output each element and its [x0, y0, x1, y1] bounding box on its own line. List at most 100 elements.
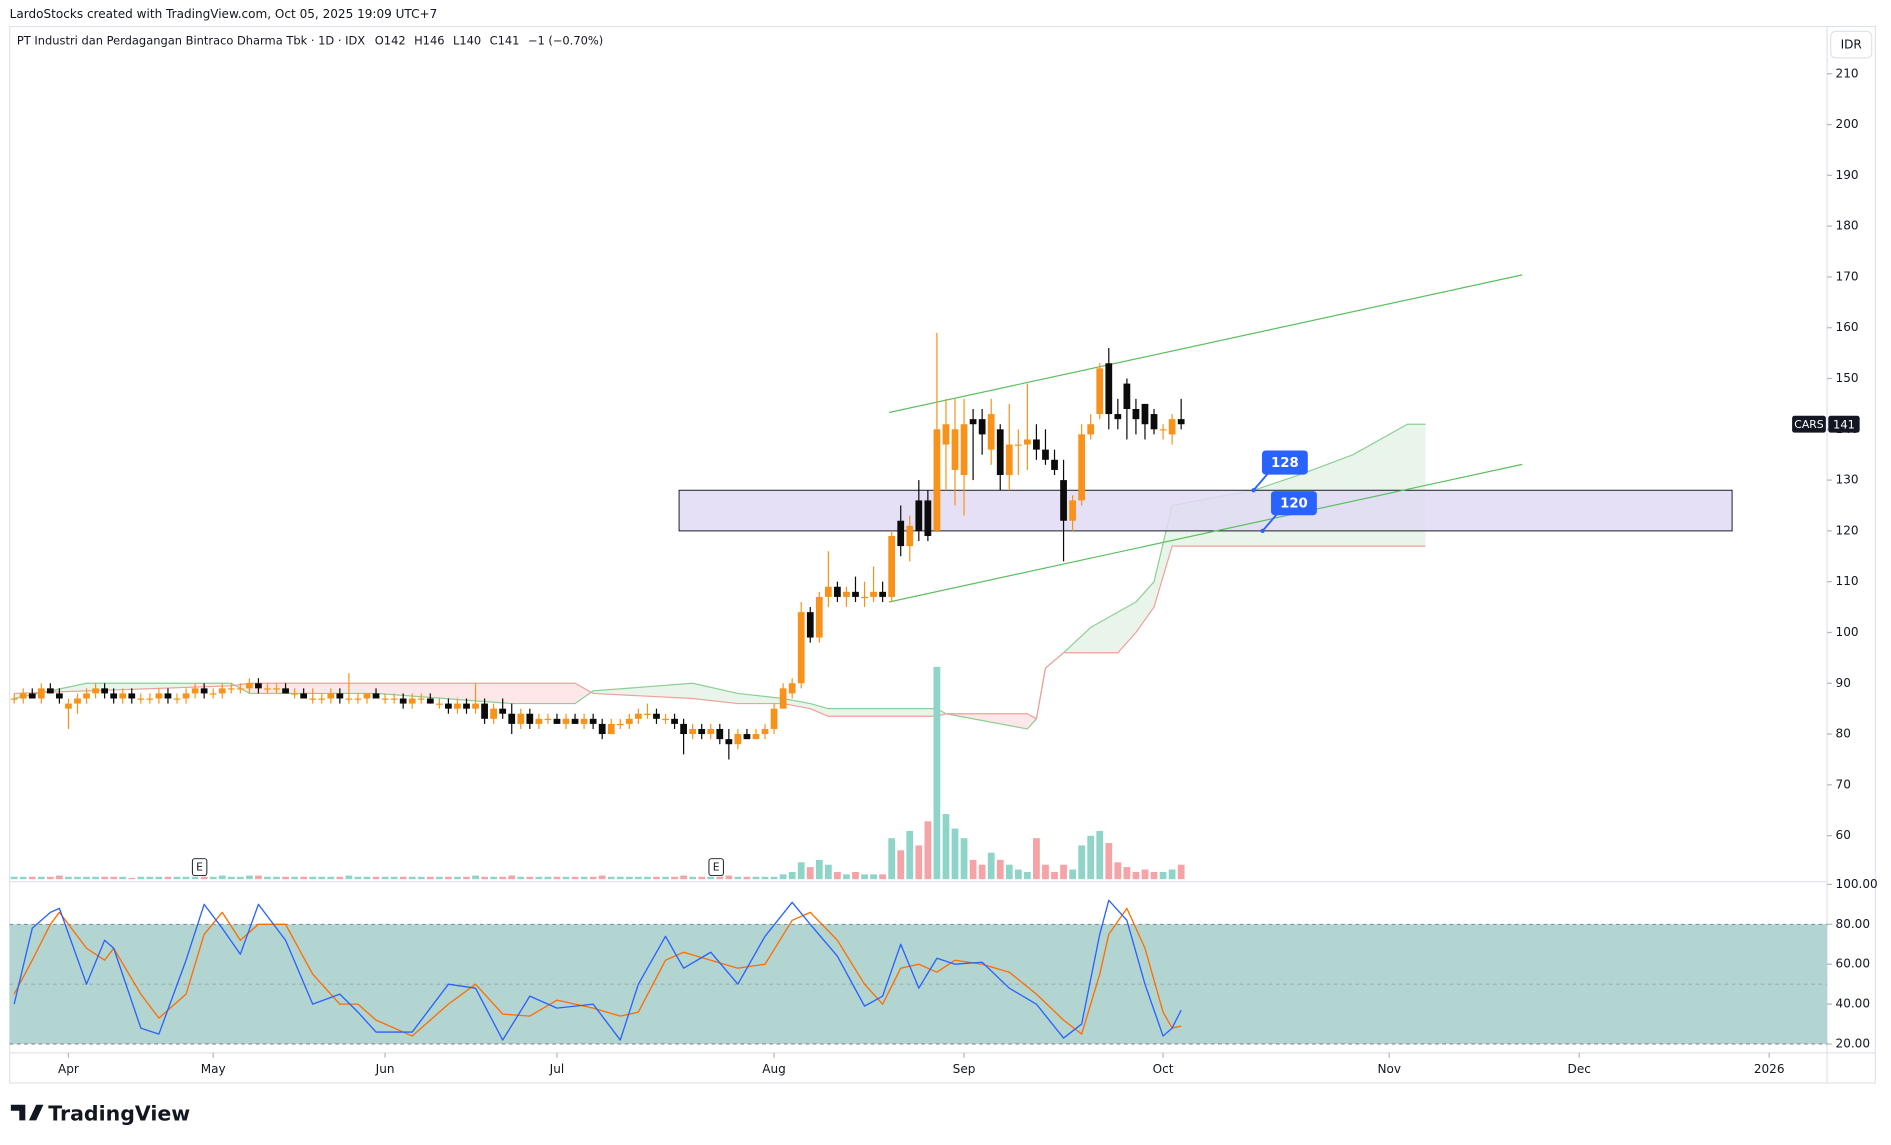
- candle-body: [372, 693, 380, 699]
- volume-bar: [1096, 830, 1104, 880]
- candle-body: [1078, 434, 1086, 501]
- volume-bar: [1177, 864, 1185, 880]
- candle-body: [83, 693, 90, 699]
- volume-bar: [607, 876, 615, 880]
- candle-body: [56, 693, 63, 699]
- note-anchor: [1260, 528, 1265, 534]
- volume-bar: [689, 876, 697, 880]
- volume-bar: [716, 876, 724, 880]
- cloud-fill: [692, 683, 738, 704]
- volume-bar: [1114, 862, 1122, 880]
- candle-body: [1069, 500, 1076, 521]
- volume-bar: [544, 876, 552, 880]
- earnings-label: E: [196, 861, 203, 874]
- candle-body: [309, 698, 317, 700]
- volume-bar: [155, 876, 163, 880]
- volume-bar: [381, 876, 389, 880]
- candle-body: [508, 713, 516, 724]
- volume-bar: [915, 845, 923, 880]
- candle-body: [996, 429, 1004, 476]
- volume-bar: [589, 876, 597, 880]
- volume-bar: [255, 875, 262, 880]
- candle-body: [698, 728, 706, 735]
- candle-body: [969, 419, 977, 425]
- cloud-fill: [1090, 612, 1118, 653]
- volume-bar: [92, 876, 99, 880]
- earnings-marker: [708, 858, 724, 877]
- currency-button[interactable]: [1830, 30, 1873, 59]
- volume-bar: [128, 877, 136, 880]
- volume-bar: [372, 876, 380, 880]
- candle-body: [1042, 449, 1049, 460]
- candle-body: [815, 596, 823, 638]
- candle-body: [1087, 424, 1095, 435]
- currency[interactable]: IDR: [1841, 38, 1863, 52]
- volume-bar: [1105, 843, 1113, 880]
- note-box: [1261, 450, 1308, 475]
- volume-bar: [454, 876, 461, 880]
- candle-body: [1114, 414, 1122, 420]
- candle-body: [625, 718, 633, 724]
- x-tick-label: Aug: [762, 1062, 786, 1076]
- y-tick-label: 80: [1836, 727, 1851, 741]
- cloud-fill: [376, 683, 512, 704]
- volume-bar: [146, 876, 154, 880]
- candle-body: [218, 688, 226, 694]
- volume-bar: [1005, 864, 1013, 880]
- note-pointer: [1261, 513, 1278, 532]
- volume-bar: [191, 876, 199, 880]
- y-tick-label: 110: [1836, 574, 1859, 588]
- candle-body: [743, 734, 751, 740]
- volume-bar: [843, 874, 850, 880]
- candle-body: [246, 683, 253, 689]
- volume-bar: [1078, 845, 1086, 880]
- volume-bar: [481, 876, 488, 880]
- volume-bar: [897, 850, 905, 880]
- volume-bar: [246, 875, 253, 880]
- volume-bar: [1042, 864, 1049, 880]
- volume-bar: [1051, 871, 1058, 880]
- cloud-fill: [511, 683, 576, 704]
- candle-body: [824, 586, 832, 597]
- x-tick-label: Jul: [549, 1062, 565, 1076]
- candle-body: [770, 708, 778, 729]
- candle-body: [834, 586, 841, 597]
- y-tick-label: 160: [1836, 320, 1859, 334]
- channel-line: [888, 274, 1523, 414]
- volume-bar: [200, 876, 208, 880]
- volume-bar: [725, 875, 733, 880]
- volume-bar: [861, 874, 868, 880]
- volume-bar: [788, 871, 796, 880]
- candle-body: [463, 703, 470, 709]
- symbol-tag-box: [1792, 415, 1826, 433]
- y-tick-label: 210: [1836, 66, 1859, 80]
- candle-body: [788, 683, 796, 694]
- volume-bar: [508, 875, 516, 880]
- candle-body: [987, 414, 995, 450]
- candle-body: [1014, 444, 1022, 446]
- header: LardoStocks created with TradingView.com…: [10, 7, 438, 21]
- candle-body: [354, 698, 362, 700]
- volume-bar: [472, 875, 479, 880]
- note-anchor: [1251, 488, 1256, 493]
- logo: TradingView: [10, 1101, 190, 1125]
- x-tick-label: Jun: [375, 1062, 395, 1076]
- candle-body: [291, 693, 298, 695]
- volume-bar: [653, 876, 660, 880]
- candle-body: [1150, 414, 1158, 430]
- volume-bar: [119, 876, 127, 880]
- candle-body: [879, 591, 887, 597]
- volume-bar: [327, 876, 335, 880]
- volume-bar: [164, 876, 172, 880]
- y-tick-label: 60: [1836, 828, 1851, 842]
- volume-bar: [933, 666, 941, 880]
- note-box: [1271, 491, 1317, 516]
- volume-bar: [490, 876, 498, 880]
- y-tick-label: 130: [1836, 473, 1859, 487]
- volume-bar: [28, 876, 36, 880]
- candle-body: [978, 419, 986, 435]
- stoch-y-tick-label: 40.00: [1836, 997, 1870, 1011]
- legend-value: O142: [375, 34, 406, 48]
- y-tick-label: 90: [1836, 676, 1851, 690]
- candle-body: [191, 688, 199, 694]
